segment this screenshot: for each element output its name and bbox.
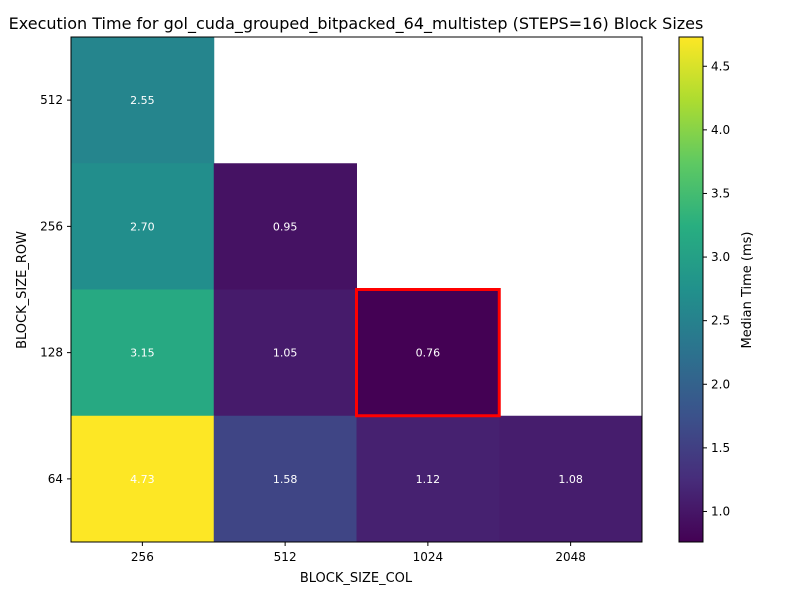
heatmap-cell — [213, 415, 357, 543]
cell-value-label: 1.58 — [273, 473, 298, 486]
cell-value-label: 2.70 — [130, 220, 155, 233]
cell-value-label: 0.95 — [273, 220, 298, 233]
y-axis-label: BLOCK_SIZE_ROW — [15, 231, 30, 349]
heatmap-cell — [71, 415, 215, 543]
x-tick-label: 2048 — [555, 550, 586, 564]
y-tick-label: 64 — [48, 472, 63, 486]
y-axis-ticks: 512 256 128 64 — [40, 93, 71, 486]
colorbar-ticks: 1.0 1.5 2.0 2.5 3.0 3.5 4.0 4.5 — [703, 59, 730, 518]
colorbar-tick-label: 4.0 — [711, 123, 730, 137]
highlight-box — [355, 288, 501, 418]
heatmap-cell — [499, 415, 643, 543]
colorbar-tick-label: 3.5 — [711, 186, 730, 200]
colorbar-tick-label: 2.5 — [711, 314, 730, 328]
cell-value-label: 2.55 — [130, 94, 155, 107]
colorbar-tick-label: 2.0 — [711, 377, 730, 391]
heatmap-cell-labels: 2.55 2.70 0.95 3.15 1.05 0.76 4.73 1.58 1.12 1.08 — [130, 94, 583, 486]
heatmap-cell — [71, 289, 215, 417]
y-tick-label: 256 — [40, 219, 63, 233]
heatmap-cell — [71, 163, 215, 290]
colorbar-tick-label: 1.5 — [711, 441, 730, 455]
x-tick-label: 256 — [131, 550, 154, 564]
cell-value-label: 1.08 — [558, 473, 583, 486]
cell-value-label: 1.12 — [416, 473, 441, 486]
cell-value-label: 3.15 — [130, 347, 155, 360]
heatmap-cell — [213, 163, 357, 290]
plot-frame — [70, 36, 643, 543]
chart-title: Execution Time for gol_cuda_grouped_bitp… — [9, 14, 704, 34]
heatmap-cell — [71, 37, 215, 164]
x-axis-ticks: 256 512 1024 2048 — [131, 542, 586, 564]
heatmap-cells — [71, 37, 643, 543]
heatmap-cell — [356, 415, 500, 543]
highlight-layer — [355, 288, 501, 418]
x-tick-label: 1024 — [413, 550, 444, 564]
heatmap-cell — [356, 289, 500, 417]
colorbar-tick-label: 4.5 — [711, 59, 730, 73]
cell-value-label: 4.73 — [130, 473, 155, 486]
colorbar-tick-label: 1.0 — [711, 504, 730, 518]
colorbar-label: Median Time (ms) — [740, 232, 755, 349]
x-axis-label: BLOCK_SIZE_COL — [300, 571, 413, 586]
heatmap-cell — [213, 289, 357, 417]
y-tick-label: 512 — [40, 93, 63, 107]
colorbar-tick-label: 3.0 — [711, 250, 730, 264]
x-tick-label: 512 — [274, 550, 297, 564]
y-tick-label: 128 — [40, 346, 63, 360]
cell-value-label: 0.76 — [416, 347, 441, 360]
colorbar — [678, 36, 704, 543]
cell-value-label: 1.05 — [273, 347, 298, 360]
